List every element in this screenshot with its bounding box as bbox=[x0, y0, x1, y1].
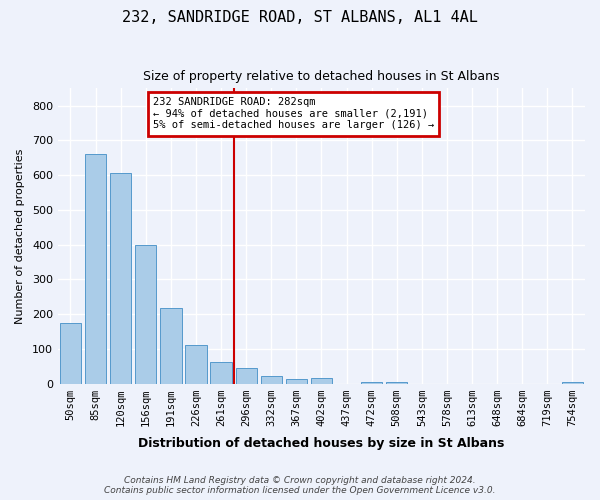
Text: 232 SANDRIDGE ROAD: 282sqm
← 94% of detached houses are smaller (2,191)
5% of se: 232 SANDRIDGE ROAD: 282sqm ← 94% of deta… bbox=[153, 97, 434, 130]
Bar bbox=[311, 378, 332, 384]
Bar bbox=[562, 382, 583, 384]
Bar bbox=[211, 362, 232, 384]
Y-axis label: Number of detached properties: Number of detached properties bbox=[15, 148, 25, 324]
Bar bbox=[85, 154, 106, 384]
Bar bbox=[386, 382, 407, 384]
Bar bbox=[185, 346, 206, 384]
Bar bbox=[286, 380, 307, 384]
Bar bbox=[260, 376, 282, 384]
Bar bbox=[361, 382, 382, 384]
Title: Size of property relative to detached houses in St Albans: Size of property relative to detached ho… bbox=[143, 70, 500, 83]
Bar bbox=[135, 244, 157, 384]
Bar bbox=[110, 174, 131, 384]
X-axis label: Distribution of detached houses by size in St Albans: Distribution of detached houses by size … bbox=[138, 437, 505, 450]
Text: 232, SANDRIDGE ROAD, ST ALBANS, AL1 4AL: 232, SANDRIDGE ROAD, ST ALBANS, AL1 4AL bbox=[122, 10, 478, 25]
Bar bbox=[160, 308, 182, 384]
Text: Contains HM Land Registry data © Crown copyright and database right 2024.
Contai: Contains HM Land Registry data © Crown c… bbox=[104, 476, 496, 495]
Bar bbox=[236, 368, 257, 384]
Bar bbox=[60, 323, 81, 384]
